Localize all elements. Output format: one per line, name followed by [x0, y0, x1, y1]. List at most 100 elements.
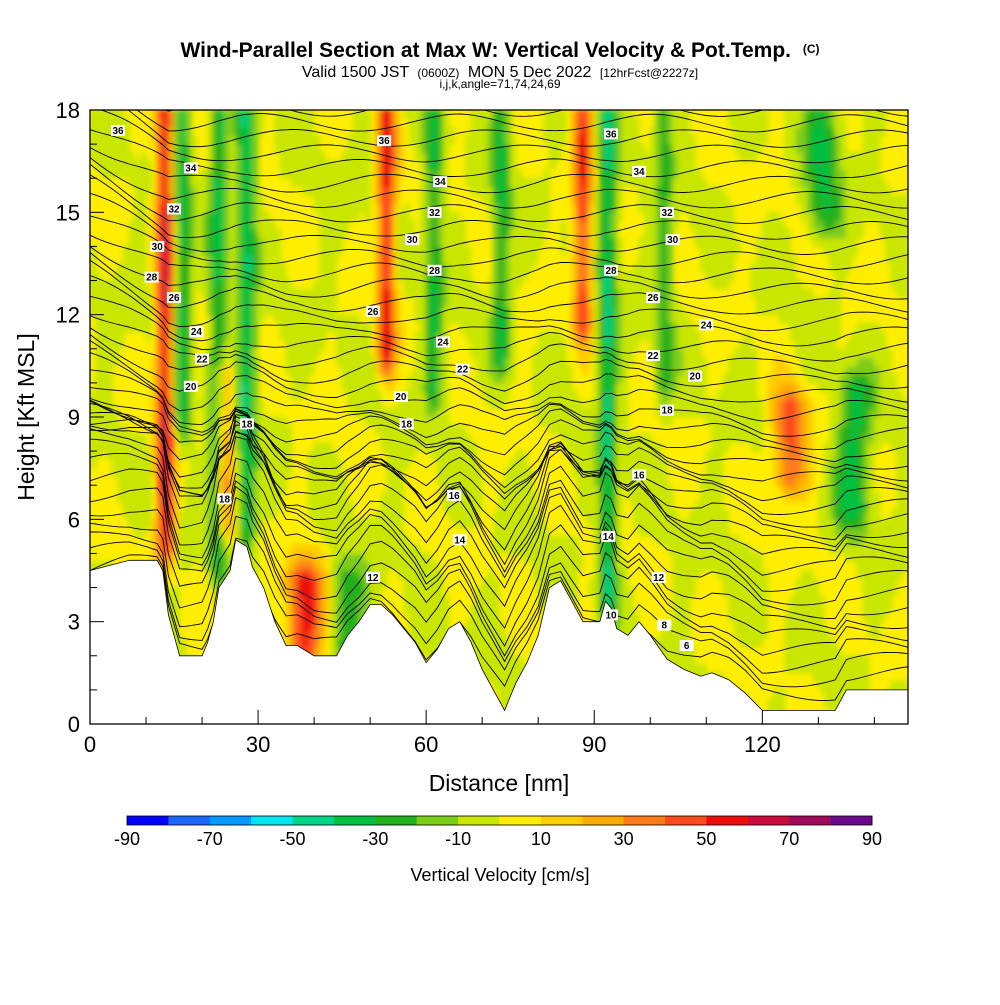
velocity-cell [128, 305, 136, 316]
velocity-cell [548, 339, 556, 350]
velocity-cell [537, 203, 545, 213]
velocity-cell [632, 135, 640, 145]
velocity-cell [683, 177, 690, 188]
velocity-cell [683, 339, 690, 350]
velocity-cell [375, 510, 382, 520]
velocity-cell [504, 510, 511, 520]
velocity-cell [464, 510, 472, 520]
velocity-cell [117, 450, 125, 461]
velocity-cell [677, 305, 685, 316]
velocity-cell [655, 220, 662, 230]
velocity-cell [207, 382, 214, 392]
velocity-cell [610, 348, 618, 358]
velocity-cell [145, 484, 153, 495]
velocity-cell [604, 467, 612, 478]
velocity-cell [319, 527, 326, 537]
velocity-cell [375, 271, 382, 282]
velocity-cell [296, 578, 304, 589]
velocity-cell [195, 484, 203, 495]
velocity-cell [336, 169, 343, 179]
velocity-cell [296, 160, 304, 171]
velocity-cell [386, 467, 394, 478]
velocity-cell [644, 186, 651, 196]
velocity-cell [369, 390, 377, 401]
velocity-cell [207, 356, 214, 367]
velocity-cell [677, 535, 685, 546]
velocity-cell [509, 237, 517, 247]
velocity-cell [520, 245, 528, 256]
velocity-cell [672, 356, 679, 367]
velocity-cell [134, 322, 141, 333]
velocity-cell [565, 442, 573, 452]
velocity-cell [666, 518, 674, 529]
velocity-cell [347, 143, 354, 154]
velocity-cell [616, 356, 623, 367]
velocity-cell [638, 322, 646, 333]
velocity-cell [498, 680, 506, 691]
velocity-cell [319, 177, 326, 188]
velocity-cell [392, 118, 399, 128]
velocity-cell [235, 459, 242, 469]
velocity-cell [352, 118, 360, 128]
velocity-cell [111, 356, 119, 367]
velocity-cell [106, 314, 113, 324]
velocity-cell [431, 433, 438, 444]
velocity-cell [627, 612, 634, 623]
velocity-cell [694, 399, 702, 409]
velocity-cell [414, 254, 422, 264]
velocity-cell [151, 305, 158, 316]
velocity-cell [644, 433, 651, 444]
velocity-cell [111, 297, 119, 307]
velocity-cell [498, 484, 506, 495]
velocity-cell [604, 433, 612, 444]
velocity-cell [582, 237, 590, 247]
velocity-cell [195, 263, 203, 273]
velocity-cell [537, 186, 545, 196]
velocity-cell [526, 211, 534, 222]
velocity-cell [649, 305, 657, 316]
velocity-cell [481, 152, 489, 162]
velocity-cell [403, 254, 410, 264]
velocity-cell [156, 399, 164, 409]
velocity-cell [207, 169, 214, 179]
velocity-cell [616, 288, 623, 299]
velocity-cell [123, 143, 130, 154]
velocity-cell [515, 211, 522, 222]
velocity-cell [151, 535, 158, 546]
velocity-cell [179, 254, 186, 264]
velocity-cell [251, 211, 259, 222]
velocity-cell [588, 459, 595, 469]
velocity-cell [582, 186, 590, 196]
velocity-cell [134, 518, 141, 529]
velocity-cell [481, 135, 489, 145]
velocity-cell [156, 373, 164, 384]
velocity-cell [251, 228, 259, 239]
velocity-cell [235, 399, 242, 409]
velocity-cell [212, 467, 220, 478]
velocity-cell [649, 211, 657, 222]
velocity-cell [504, 110, 511, 120]
velocity-cell [179, 390, 186, 401]
velocity-cell [212, 126, 220, 137]
velocity-cell [285, 621, 293, 631]
velocity-cell [660, 160, 668, 171]
velocity-cell [392, 297, 399, 307]
velocity-cell [106, 382, 113, 392]
velocity-cell [195, 237, 203, 247]
velocity-cell [644, 484, 651, 495]
velocity-cell [414, 331, 422, 341]
velocity-cell [621, 578, 629, 589]
velocity-cell [90, 245, 97, 256]
velocity-cell [616, 331, 623, 341]
velocity-cell [414, 118, 422, 128]
velocity-cell [296, 561, 304, 571]
velocity-cell [431, 288, 438, 299]
velocity-cell [235, 510, 242, 520]
velocity-cell [380, 177, 388, 188]
velocity-cell [375, 126, 382, 137]
velocity-cell [504, 160, 511, 171]
velocity-cell [380, 322, 388, 333]
velocity-cell [610, 169, 618, 179]
velocity-cell [392, 237, 399, 247]
